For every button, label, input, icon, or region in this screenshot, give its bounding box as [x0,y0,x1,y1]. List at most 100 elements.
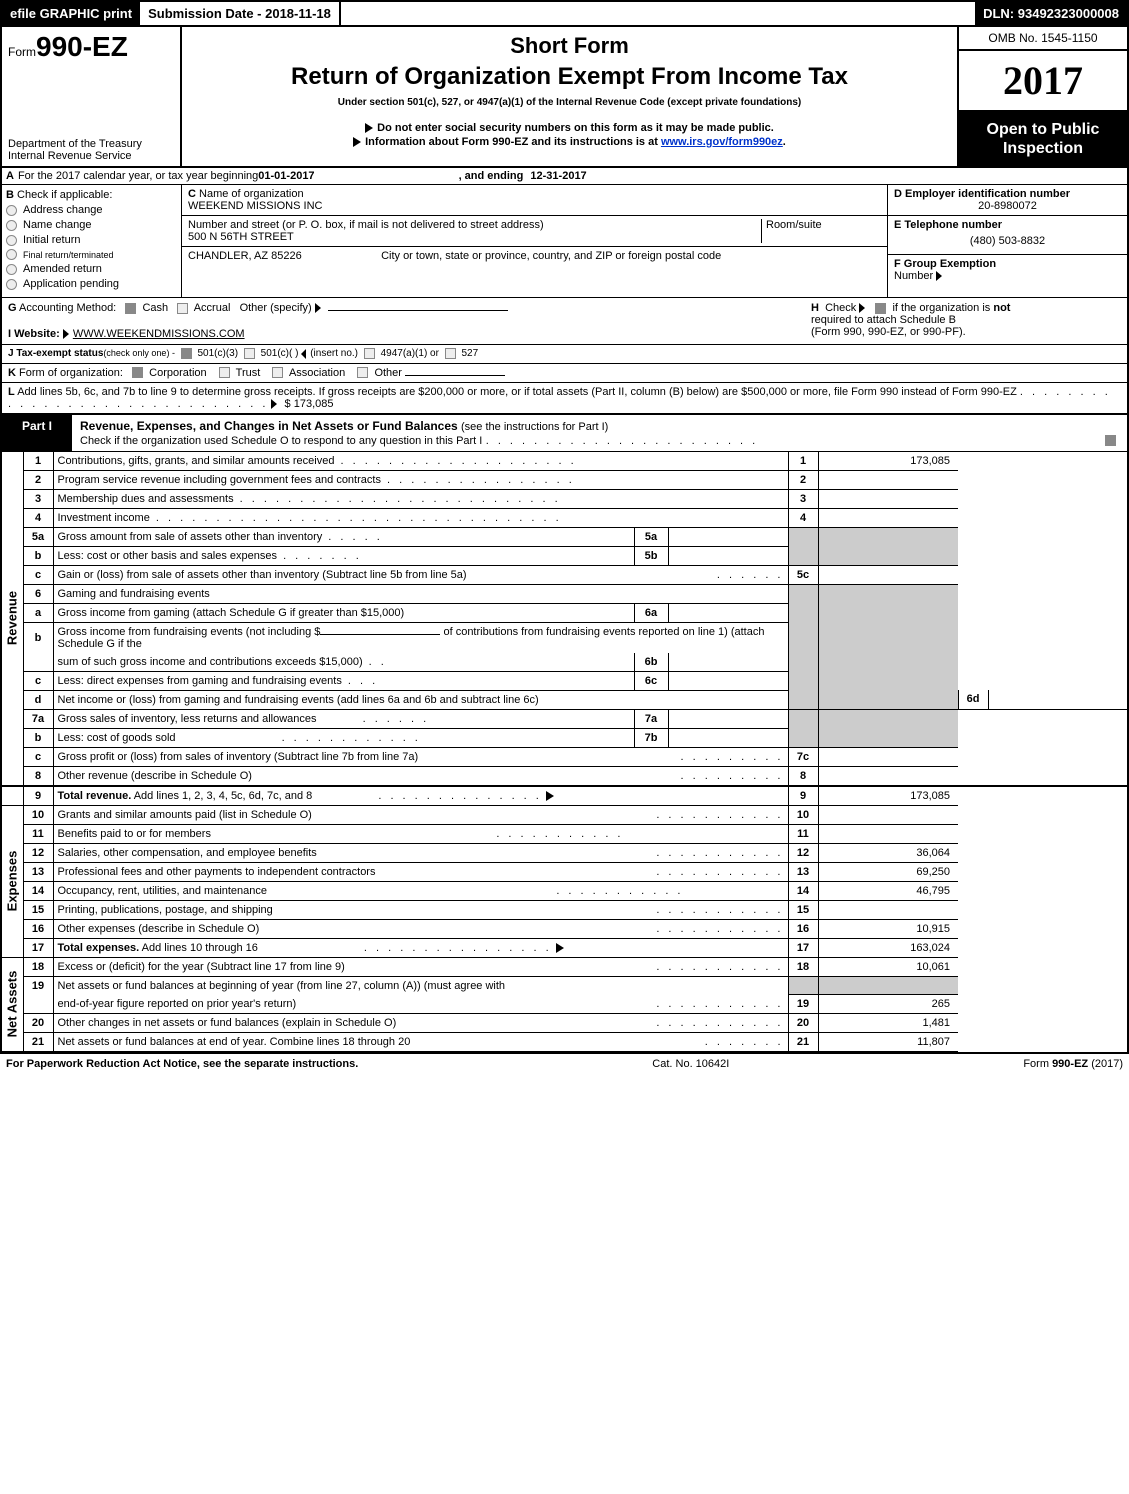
group-exemption-number-label: Number [894,270,933,282]
section-a-text2: , and ending [459,170,527,182]
opt-501c: 501(c)( ) [261,349,299,360]
line-5c-colnum: 5c [788,565,818,584]
line-6c-desc: Less: direct expenses from gaming and fu… [58,675,342,687]
org-address: 500 N 56TH STREET [188,231,294,243]
line-5c-num: c [23,565,53,584]
accounting-method-label: Accounting Method: [19,302,116,314]
ein-label: D Employer identification number [894,188,1070,200]
line-13-value: 69,250 [818,862,958,881]
radio-final-return[interactable] [6,249,17,260]
opt-association: Association [289,367,345,379]
grey-cell [788,976,818,995]
form-header: Form990-EZ Department of the Treasury In… [0,27,1129,168]
line-1-num: 1 [23,452,53,471]
label-l: L [8,386,15,398]
part-1-check: Check if the organization used Schedule … [80,435,482,447]
line-12-desc: Salaries, other compensation, and employ… [58,847,317,859]
tax-year: 2017 [959,51,1127,112]
under-section: Under section 501(c), 527, or 4947(a)(1)… [188,97,951,108]
line-19-num2 [23,995,53,1014]
line-8-colnum: 8 [788,766,818,786]
h-not: not [993,302,1010,314]
line-19-desc: Net assets or fund balances at beginning… [58,980,506,992]
line-9-num: 9 [23,786,53,806]
opt-501c3: 501(c)(3) [198,349,239,360]
tax-year-end: 12-31-2017 [530,170,586,182]
line-18-colnum: 18 [788,957,818,976]
opt-cash: Cash [142,302,168,314]
line-8-num: 8 [23,766,53,786]
line-6b-minival [668,653,788,672]
line-6b-desc1: Gross income from fundraising events (no… [58,626,321,638]
section-j: J Tax-exempt status(check only one) - 50… [0,345,1129,363]
section-e: E Telephone number (480) 503-8832 [888,216,1127,255]
line-1-colnum: 1 [788,452,818,471]
tel-label: E Telephone number [894,219,1002,231]
line-2-desc: Program service revenue including govern… [58,474,381,486]
checkbox-trust[interactable] [219,367,230,378]
checkbox-other-org[interactable] [357,367,368,378]
revenue-sidelabel-end [1,786,23,806]
line-6-desc: Gaming and fundraising events [58,588,210,600]
line-19-num: 19 [23,976,53,995]
footer-form-a: Form [1023,1058,1052,1070]
line-17-value: 163,024 [818,938,958,957]
efile-print-button[interactable]: efile GRAPHIC print [2,2,140,25]
line-2-value [818,470,958,489]
dln-label: DLN: [983,6,1018,21]
radio-initial-return[interactable] [6,235,17,246]
checkbox-association[interactable] [272,367,283,378]
opt-final-return: Final return/terminated [23,250,114,260]
line-5b-minival [668,546,788,565]
opt-application-pending: Application pending [23,278,119,290]
line-5b-desc: Less: cost or other basis and sales expe… [58,550,278,562]
checkbox-cash[interactable] [125,303,136,314]
line-6d-desc: Net income or (loss) from gaming and fun… [58,694,539,706]
radio-application-pending[interactable] [6,279,17,290]
line-5a-desc: Gross amount from sale of assets other t… [58,531,323,543]
org-name-label: Name of organization [199,188,304,200]
h-text3: required to attach Schedule B [811,314,956,326]
revenue-sidelabel-cell: Revenue [1,452,23,786]
line-3-colnum: 3 [788,489,818,508]
line-7c-num: c [23,747,53,766]
checkbox-501c[interactable] [244,348,255,359]
opt-initial-return: Initial return [23,234,80,246]
line-8-desc: Other revenue (describe in Schedule O) [58,770,252,782]
line-7a-desc: Gross sales of inventory, less returns a… [58,713,317,725]
checkbox-501c3[interactable] [181,348,192,359]
section-c: C Name of organization WEEKEND MISSIONS … [182,185,887,297]
line-21-value: 11,807 [818,1033,958,1052]
checkbox-corporation[interactable] [132,367,143,378]
checkbox-4947[interactable] [364,348,375,359]
checkbox-schedule-b[interactable] [875,303,886,314]
line-7a-num: 7a [23,709,53,728]
website-label: I Website: [8,328,60,340]
checkbox-accrual[interactable] [177,303,188,314]
opt-address-change: Address change [23,204,103,216]
checkbox-527[interactable] [445,348,456,359]
line-5a-mini: 5a [634,527,668,546]
radio-amended-return[interactable] [6,264,17,275]
radio-address-change[interactable] [6,205,17,216]
line-14-desc: Occupancy, rent, utilities, and maintena… [58,885,268,897]
section-a-text: For the 2017 calendar year, or tax year … [18,170,258,182]
opt-other-org: Other [374,367,402,379]
ein-value: 20-8980072 [894,200,1121,212]
website-value[interactable]: WWW.WEEKENDMISSIONS.COM [73,328,245,340]
line-3-value [818,489,958,508]
radio-name-change[interactable] [6,220,17,231]
grey-cell [788,709,818,747]
line-19-value: 265 [818,995,958,1014]
line-20-colnum: 20 [788,1014,818,1033]
form-footer: For Paperwork Reduction Act Notice, see … [0,1052,1129,1074]
line-19-desc2: end-of-year figure reported on prior yea… [58,998,297,1010]
line-6c-mini: 6c [634,671,668,690]
label-j: J Tax-exempt status [8,349,103,360]
irs-link[interactable]: www.irs.gov/form990ez [661,136,783,148]
line-21-num: 21 [23,1033,53,1052]
triangle-icon [271,399,277,409]
opt-corporation: Corporation [149,367,206,379]
checkbox-schedule-o[interactable] [1105,435,1116,446]
section-f: F Group Exemption Number [888,255,1127,285]
